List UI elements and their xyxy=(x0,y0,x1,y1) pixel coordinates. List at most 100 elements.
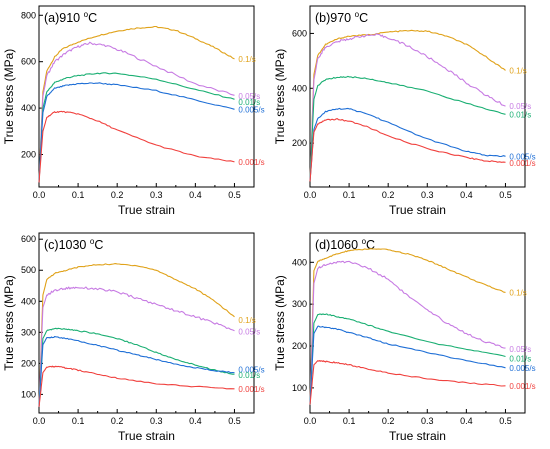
series-label: 0.1/s xyxy=(238,55,255,64)
series-curve-001s xyxy=(38,327,235,407)
series-label: 0.005/s xyxy=(238,105,264,114)
series-label: 0.005/s xyxy=(509,364,535,373)
x-tick-label: 0.1 xyxy=(343,190,356,200)
x-tick-label: 0.0 xyxy=(304,416,317,426)
plot-frame xyxy=(38,232,255,414)
x-tick-label: 0.3 xyxy=(150,416,163,426)
x-axis-label: True strain xyxy=(389,203,446,217)
y-tick-label: 800 xyxy=(21,10,36,20)
x-tick-label: 0.0 xyxy=(33,190,46,200)
y-tick-label: 100 xyxy=(21,389,36,399)
y-tick-label: 200 xyxy=(292,341,307,351)
series-curve-001s xyxy=(309,75,506,182)
temp-unit: C xyxy=(359,11,368,25)
series-curve-0005s xyxy=(38,335,235,407)
panel-title: (b)970 oC xyxy=(315,10,368,25)
panel-d: 0.0 0.1 0.2 0.3 0.4 0.5 100 200 300 400 True strai… xyxy=(273,232,536,443)
series-label: 0.05/s xyxy=(509,345,531,354)
y-tick-label: 400 xyxy=(21,296,36,306)
x-tick-label: 0.1 xyxy=(343,416,356,426)
x-tick-label: 0.1 xyxy=(72,416,85,426)
series-label: 0.01/s xyxy=(238,98,260,107)
x-tick-label: 0.3 xyxy=(421,190,434,200)
x-tick-label: 0.0 xyxy=(304,190,317,200)
plot-frame xyxy=(309,232,526,414)
x-tick-label: 0.4 xyxy=(189,190,202,200)
y-axis-label: True stress (MPa) xyxy=(2,49,16,145)
temp-unit: C xyxy=(366,238,375,252)
series-label: 0.01/s xyxy=(238,371,260,380)
y-tick-label: 400 xyxy=(292,257,307,267)
x-tick-label: 0.1 xyxy=(72,190,85,200)
x-tick-label: 0.4 xyxy=(189,416,202,426)
x-axis-label: True strain xyxy=(118,429,175,443)
series-label: 0.005/s xyxy=(238,366,264,375)
series-curve-01s xyxy=(309,248,506,405)
x-tick-label: 0.3 xyxy=(421,416,434,426)
panel-title-text: (b)970 xyxy=(315,11,355,25)
plot-frame xyxy=(309,5,526,188)
x-tick-label: 0.2 xyxy=(111,416,124,426)
x-tick-label: 0.4 xyxy=(460,190,473,200)
series-label: 0.05/s xyxy=(509,102,531,111)
x-axis-label: True strain xyxy=(389,429,446,443)
series-label: 0.001/s xyxy=(509,159,535,168)
degree-symbol: o xyxy=(84,10,89,19)
x-tick-label: 0.0 xyxy=(33,416,46,426)
y-tick-label: 200 xyxy=(21,358,36,368)
degree-symbol: o xyxy=(362,237,367,246)
series-label: 0.1/s xyxy=(509,288,526,297)
series-curve-0001s xyxy=(309,360,506,405)
x-tick-label: 0.5 xyxy=(499,190,512,200)
panel-title: (c)1030 oC xyxy=(44,237,103,252)
series-curve-01s xyxy=(38,263,235,407)
x-tick-label: 0.3 xyxy=(150,190,163,200)
series-label: 0.01/s xyxy=(509,355,531,364)
y-axis-label: True stress (MPa) xyxy=(2,275,16,371)
series-label: 0.05/s xyxy=(238,92,260,101)
series-curve-005s xyxy=(38,286,235,407)
temp-unit: C xyxy=(88,11,97,25)
panel-title-text: (a)910 xyxy=(44,11,84,25)
y-tick-label: 200 xyxy=(292,138,307,148)
series-curve-001s xyxy=(309,313,506,405)
y-tick-label: 300 xyxy=(21,327,36,337)
series-curve-0001s xyxy=(309,118,506,182)
series-label: 0.01/s xyxy=(509,110,531,119)
series-curve-0005s xyxy=(38,82,235,183)
y-tick-label: 500 xyxy=(21,265,36,275)
panel-a: 0.0 0.1 0.2 0.3 0.4 0.5 200 400 600 800 True strai… xyxy=(2,5,265,217)
y-tick-label: 600 xyxy=(21,57,36,67)
series-label: 0.001/s xyxy=(509,382,535,391)
series-label: 0.05/s xyxy=(238,328,260,337)
series-label: 0.1/s xyxy=(238,316,255,325)
y-axis-label: True stress (MPa) xyxy=(273,49,287,145)
series-curve-0005s xyxy=(309,107,506,182)
panel-title: (a)910 oC xyxy=(44,10,97,25)
x-axis-label: True strain xyxy=(118,203,175,217)
temp-unit: C xyxy=(94,238,103,252)
y-tick-label: 300 xyxy=(292,299,307,309)
series-label: 0.005/s xyxy=(509,152,535,161)
series-curve-005s xyxy=(38,41,235,183)
x-tick-label: 0.2 xyxy=(382,190,395,200)
x-tick-label: 0.5 xyxy=(228,416,241,426)
series-curve-0001s xyxy=(38,110,235,183)
degree-symbol: o xyxy=(90,237,95,246)
panel-b: 0.0 0.1 0.2 0.3 0.4 0.5 200 400 600 True strain Tr… xyxy=(273,5,536,217)
y-tick-label: 400 xyxy=(292,83,307,93)
y-tick-label: 100 xyxy=(292,383,307,393)
plot-frame xyxy=(38,5,255,188)
y-tick-label: 400 xyxy=(21,103,36,113)
y-tick-label: 600 xyxy=(21,234,36,244)
series-label: 0.001/s xyxy=(238,158,264,167)
y-tick-label: 600 xyxy=(292,28,307,38)
y-axis-label: True stress (MPa) xyxy=(273,275,287,371)
series-label: 0.1/s xyxy=(509,66,526,75)
panel-c: 0.0 0.1 0.2 0.3 0.4 0.5 100 200 300 400 500 600 True… xyxy=(2,232,265,443)
series-curve-0001s xyxy=(38,365,235,407)
series-curve-001s xyxy=(38,72,235,183)
x-tick-label: 0.2 xyxy=(111,190,124,200)
y-tick-label: 200 xyxy=(21,150,36,160)
